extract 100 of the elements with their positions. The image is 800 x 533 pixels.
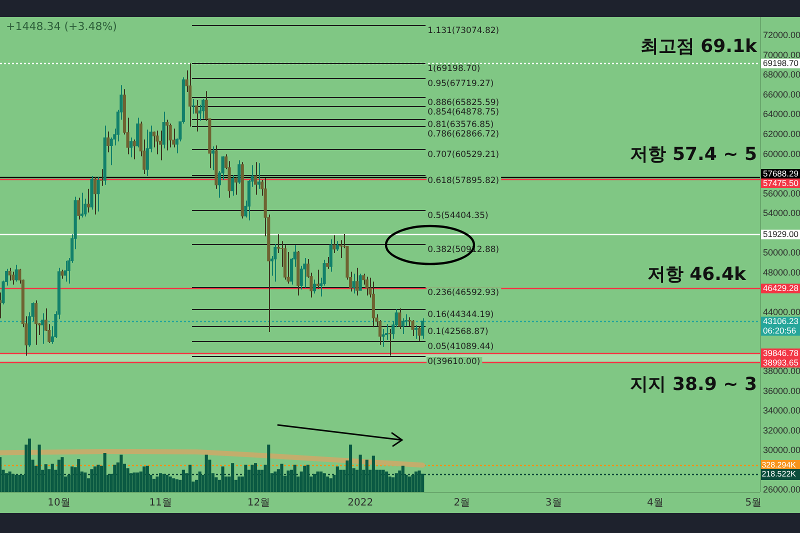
bar (365, 460, 368, 492)
x-tick-label: 4월 (646, 498, 664, 509)
x-tick-label: 2월 (454, 498, 470, 509)
bar (303, 466, 306, 492)
bar (254, 463, 258, 492)
candlestick (80, 192, 84, 218)
candlestick (254, 162, 258, 196)
bar (293, 464, 296, 492)
candlestick (64, 260, 68, 282)
bar (280, 464, 284, 492)
bar (326, 476, 330, 492)
y-tick-label: 44000.00 (763, 306, 800, 317)
candlestick (418, 326, 421, 342)
candlestick (34, 300, 38, 346)
bar (316, 472, 320, 492)
ref-line-label: 43106.23 06:20:56 (763, 316, 799, 336)
y-tick-label: 36000.00 (763, 386, 800, 396)
annotation: 저항 57.4 ~ 5 (630, 144, 757, 165)
candlestick (257, 162, 260, 190)
candlestick (231, 174, 234, 196)
bar (392, 477, 395, 492)
ref-line-label: 69198.70 (763, 58, 799, 68)
candlestick (362, 273, 366, 286)
bar (408, 476, 412, 492)
ref-line-label: 0(39610.00) (428, 357, 480, 368)
bar (358, 454, 362, 492)
bar (414, 472, 418, 492)
candlestick (192, 98, 195, 114)
bar (0, 457, 2, 492)
bar (274, 472, 277, 492)
y-tick-label: 66000.00 (763, 90, 800, 100)
ref-line-label: 0.1(42568.87) (428, 327, 488, 338)
y-tick-label: 56000.00 (763, 188, 800, 198)
annotation: +1448.34 (+3.48%) (6, 20, 117, 33)
ref-line-label: 1(69198.70) (428, 64, 480, 74)
bar (394, 473, 398, 492)
bar (188, 464, 192, 492)
candlestick (300, 265, 303, 290)
bar (401, 466, 404, 492)
candlestick (166, 119, 169, 151)
candlestick (356, 267, 359, 296)
candlestick (238, 160, 241, 184)
candlestick (326, 256, 330, 270)
candlestick (365, 276, 368, 296)
annotation: 지지 38.9 ~ 3 (630, 374, 757, 395)
x-tick-label: 10월 (48, 498, 70, 509)
bar (93, 466, 97, 492)
candlestick (132, 138, 136, 160)
y-tick-label: 72000.00 (763, 30, 800, 40)
ref-line-label: 39846.78 (763, 348, 799, 358)
candlestick (77, 197, 80, 220)
bar (221, 466, 224, 492)
ref-line-label: 0.236(46592.93) (428, 288, 500, 298)
candlestick (188, 62, 192, 128)
bar (411, 474, 414, 492)
candlestick (303, 257, 306, 288)
candlestick (234, 176, 238, 196)
ref-line-label: 0.707(60529.21) (428, 150, 500, 160)
candlestick (211, 146, 214, 171)
candlestick (96, 176, 100, 212)
ref-line-label: 51929.00 (763, 229, 799, 240)
candlestick (312, 279, 316, 294)
bar (175, 479, 178, 492)
y-tick-label: 30000.00 (763, 445, 800, 456)
ref-line-label: 1.131(73074.82) (428, 26, 500, 36)
bar (322, 473, 326, 492)
bar (90, 469, 94, 492)
candlestick (316, 269, 320, 290)
bar (182, 470, 185, 492)
candlestick (414, 324, 418, 340)
y-tick-label: 34000.00 (763, 406, 800, 416)
candlestick (358, 273, 362, 292)
candlestick (12, 271, 15, 286)
candlestick (162, 111, 166, 149)
bar (421, 474, 424, 492)
candlestick (130, 136, 133, 158)
candlestick (329, 238, 332, 272)
y-tick-label: 68000.00 (763, 70, 800, 80)
ref-line-label: 0.618(57895.82) (428, 176, 500, 186)
bar (372, 456, 375, 492)
ref-line-label: 0.05(41089.44) (428, 342, 494, 352)
bar (172, 478, 176, 492)
bar (14, 474, 18, 492)
bar (348, 444, 352, 492)
bar (238, 476, 241, 492)
bar (8, 472, 12, 492)
candlestick (421, 318, 424, 340)
candlestick (146, 129, 149, 176)
x-tick-label: 11월 (149, 498, 172, 509)
bar (5, 473, 8, 492)
candlestick (168, 123, 172, 148)
x-tick-label: 12월 (247, 498, 270, 509)
ref-line-label: 57688.29 (763, 168, 799, 178)
y-tick-label: 70000.00 (763, 50, 800, 60)
candlestick (411, 320, 414, 336)
bar (126, 468, 130, 492)
candlestick (398, 308, 402, 330)
candlestick (156, 130, 159, 155)
candlestick (388, 328, 392, 356)
bar (77, 459, 80, 492)
